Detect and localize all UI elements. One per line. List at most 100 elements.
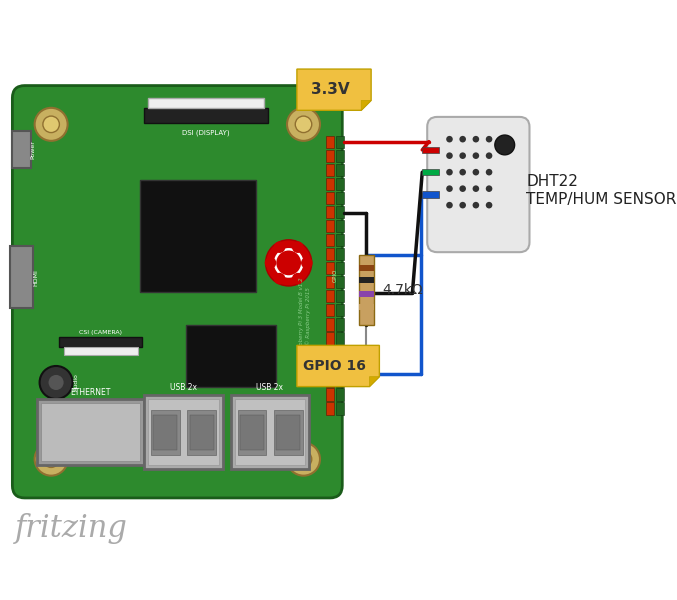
Bar — [336, 206, 344, 218]
Bar — [140, 181, 256, 292]
Circle shape — [460, 152, 466, 159]
Circle shape — [48, 374, 64, 391]
Bar — [336, 318, 344, 331]
Text: GPIO: GPIO — [332, 269, 337, 282]
Bar — [336, 346, 344, 359]
Bar — [326, 234, 334, 247]
Bar — [60, 337, 142, 347]
Bar — [37, 399, 144, 465]
Circle shape — [473, 185, 479, 192]
Bar — [274, 410, 303, 455]
Circle shape — [473, 152, 479, 159]
Bar — [326, 192, 334, 205]
Circle shape — [460, 202, 466, 208]
Circle shape — [486, 169, 492, 175]
Bar — [422, 169, 439, 175]
Bar — [326, 290, 334, 302]
Bar — [336, 262, 344, 274]
Circle shape — [274, 248, 303, 278]
Bar — [326, 332, 334, 344]
Bar — [326, 150, 334, 162]
Text: fritzing: fritzing — [15, 513, 128, 544]
Bar — [10, 247, 33, 308]
Bar — [190, 415, 214, 450]
Bar — [336, 360, 344, 373]
Bar — [359, 254, 374, 325]
Circle shape — [486, 136, 492, 142]
Bar — [154, 415, 177, 450]
Bar — [326, 136, 334, 148]
Bar — [235, 399, 305, 465]
Circle shape — [39, 366, 72, 399]
Bar — [336, 234, 344, 247]
Bar — [41, 403, 140, 461]
Bar — [238, 410, 266, 455]
Circle shape — [446, 185, 453, 192]
Bar — [336, 192, 344, 205]
Bar — [359, 291, 374, 298]
Bar — [336, 374, 344, 386]
Text: CSI (CAMERA): CSI (CAMERA) — [79, 329, 122, 335]
Polygon shape — [297, 346, 379, 386]
Circle shape — [287, 108, 320, 141]
Bar — [359, 277, 374, 283]
Circle shape — [274, 273, 286, 284]
Text: HDMI: HDMI — [33, 269, 38, 286]
Bar — [326, 262, 334, 274]
Bar — [336, 304, 344, 316]
Bar — [336, 220, 344, 232]
Bar — [336, 136, 344, 148]
Circle shape — [274, 241, 286, 253]
Circle shape — [35, 108, 68, 141]
Bar — [185, 325, 276, 386]
Text: 3.3V: 3.3V — [311, 82, 350, 97]
Circle shape — [473, 202, 479, 208]
Text: GPIO 16: GPIO 16 — [303, 359, 366, 373]
Text: Raspberry Pi 3 Model B v1.2
© Raspberry Pi 2015: Raspberry Pi 3 Model B v1.2 © Raspberry … — [299, 278, 311, 355]
Bar — [422, 191, 439, 198]
Bar — [336, 276, 344, 289]
Text: DSI (DISPLAY): DSI (DISPLAY) — [182, 129, 230, 136]
Circle shape — [301, 257, 313, 269]
Bar — [326, 164, 334, 176]
Circle shape — [446, 169, 453, 175]
Bar — [336, 290, 344, 302]
Bar — [336, 178, 344, 190]
Bar — [151, 410, 180, 455]
Circle shape — [486, 185, 492, 192]
Bar — [326, 374, 334, 386]
Bar — [326, 402, 334, 415]
Text: USB 2x: USB 2x — [256, 383, 283, 392]
Bar — [231, 395, 309, 469]
Circle shape — [486, 152, 492, 159]
Polygon shape — [297, 69, 371, 110]
Text: Audio: Audio — [74, 374, 79, 391]
FancyBboxPatch shape — [427, 117, 529, 252]
Text: USB 2x: USB 2x — [170, 383, 196, 392]
Circle shape — [265, 257, 276, 269]
Bar — [326, 304, 334, 316]
Bar — [12, 131, 30, 168]
Circle shape — [43, 116, 60, 133]
Bar — [326, 346, 334, 359]
Bar — [336, 402, 344, 415]
Bar — [326, 276, 334, 289]
Circle shape — [287, 443, 320, 476]
Bar — [148, 399, 219, 465]
Bar — [336, 248, 344, 260]
Circle shape — [292, 241, 303, 253]
Bar — [336, 388, 344, 401]
FancyBboxPatch shape — [12, 86, 343, 498]
Bar — [336, 150, 344, 162]
Bar — [326, 178, 334, 190]
Bar — [326, 388, 334, 401]
Bar — [144, 108, 268, 122]
Circle shape — [295, 116, 311, 133]
Bar — [359, 304, 374, 310]
Bar — [240, 415, 264, 450]
Bar — [336, 164, 344, 176]
Bar — [188, 410, 216, 455]
Circle shape — [460, 185, 466, 192]
Bar — [359, 265, 374, 271]
Bar — [326, 206, 334, 218]
